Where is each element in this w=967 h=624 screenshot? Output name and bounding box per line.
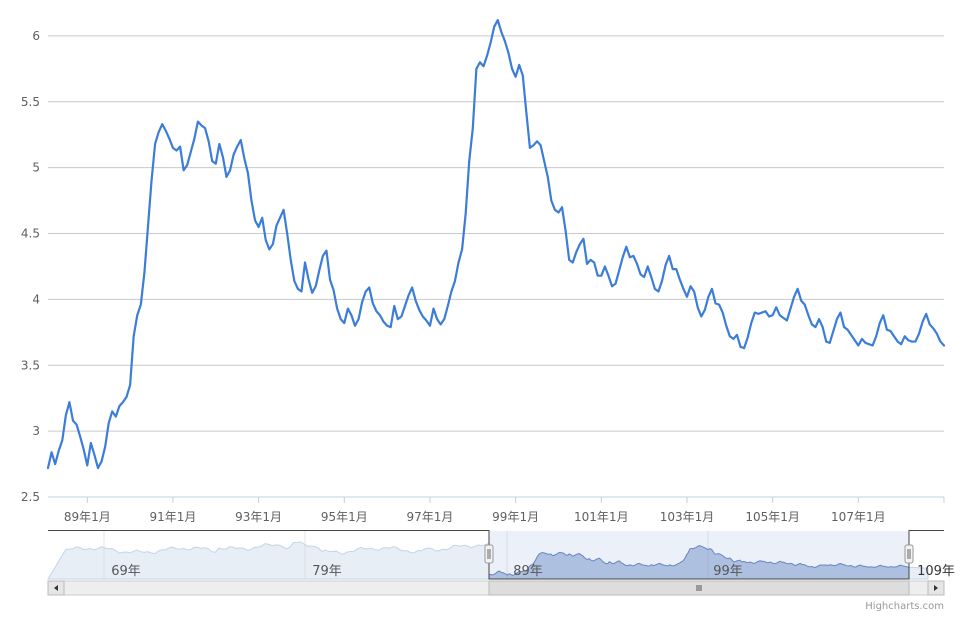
x-axis: 89年1月 91年1月 93年1月 95年1月 97年1月 99年1月 101年1月 103年… bbox=[48, 496, 945, 524]
plot-series bbox=[46, 19, 946, 470]
x-tick-label: 105年1月 bbox=[745, 510, 800, 524]
y-tick-label: 3.5 bbox=[21, 358, 40, 372]
navigator-selection-mask bbox=[489, 531, 909, 579]
x-tick-label: 93年1月 bbox=[235, 510, 282, 524]
chevron-left-icon bbox=[54, 585, 58, 591]
scrollbar[interactable] bbox=[47, 580, 945, 596]
navigator-handle-left[interactable] bbox=[484, 544, 494, 564]
y-axis-tick-labels: 2.5 3 3.5 4 4.5 5 5.5 6 bbox=[21, 29, 40, 504]
navigator-handle-right[interactable] bbox=[904, 544, 914, 564]
x-tick-label: 99年1月 bbox=[492, 510, 539, 524]
y-tick-label: 5 bbox=[32, 161, 40, 175]
scrollbar-thumb[interactable] bbox=[488, 580, 910, 596]
x-tick-label: 91年1月 bbox=[149, 510, 196, 524]
y-tick-label: 4.5 bbox=[21, 227, 40, 241]
y-tick-label: 4 bbox=[32, 292, 40, 306]
navigator-background bbox=[48, 531, 944, 579]
scrollbar-right-button[interactable] bbox=[927, 580, 945, 596]
navigator[interactable]: 69年 79年 89年 99年 109年 bbox=[47, 530, 955, 580]
y-tick-label: 6 bbox=[32, 29, 40, 43]
y-gridlines bbox=[48, 35, 944, 498]
x-tick-label: 89年1月 bbox=[64, 510, 111, 524]
x-tick-label: 97年1月 bbox=[407, 510, 454, 524]
y-tick-label: 3 bbox=[32, 424, 40, 438]
navigator-selected-area bbox=[488, 545, 910, 580]
navigator-axis-label: 79年 bbox=[312, 564, 342, 579]
navigator-history-area bbox=[47, 541, 490, 580]
handle-body bbox=[484, 544, 494, 564]
navigator-axis-label: 89年 bbox=[513, 564, 543, 579]
series-line bbox=[46, 19, 946, 470]
navigator-outline bbox=[48, 530, 944, 580]
navigator-axis-label: 99年 bbox=[713, 564, 743, 579]
navigator-axis-label: 69年 bbox=[111, 564, 141, 579]
y-tick-label: 5.5 bbox=[21, 95, 40, 109]
scrollbar-left-button[interactable] bbox=[47, 580, 65, 596]
x-tick-label: 95年1月 bbox=[321, 510, 368, 524]
x-tick-label: 103年1月 bbox=[660, 510, 715, 524]
x-tick-label: 101年1月 bbox=[574, 510, 629, 524]
handle-body bbox=[904, 544, 914, 564]
x-tick-label: 107年1月 bbox=[831, 510, 886, 524]
navigator-axis-label: 109年 bbox=[917, 564, 955, 579]
credit-label[interactable]: Highcharts.com bbox=[865, 601, 944, 612]
y-tick-label: 2.5 bbox=[21, 490, 40, 504]
chevron-right-icon bbox=[934, 585, 938, 591]
